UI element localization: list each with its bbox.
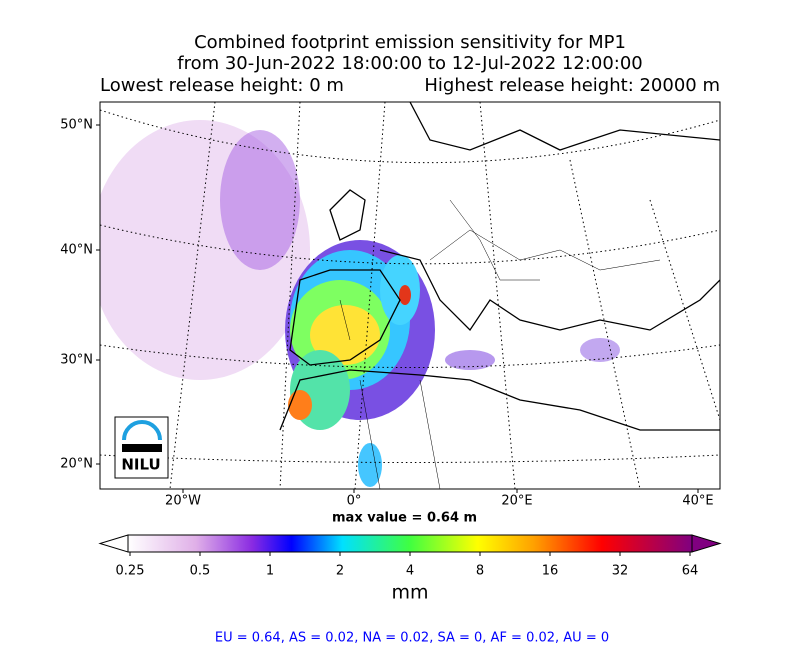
release-lowest: Lowest release height: 0 m <box>100 75 344 96</box>
lon-label: 20°E <box>501 494 532 509</box>
release-highest: Highest release height: 20000 m <box>424 75 720 96</box>
sensitivity-field <box>100 120 620 487</box>
title-line: from 30-Jun-2022 18:00:00 to 12-Jul-2022… <box>177 53 643 74</box>
footer: EU = 0.64, AS = 0.02, NA = 0.02, SA = 0,… <box>215 631 609 646</box>
lon-label: 20°W <box>165 494 201 509</box>
colorbar-tick-label: 0.5 <box>190 564 211 579</box>
coastlines <box>279 102 720 431</box>
colorbar-tick-label: 4 <box>406 564 414 579</box>
lat-label: 50°N <box>60 118 93 133</box>
lat-label: 20°N <box>60 457 93 472</box>
map-frame <box>99 101 721 490</box>
logo: NILU <box>114 416 169 479</box>
colorbar-label: mm <box>391 582 428 604</box>
colorbar-tick-label: 16 <box>542 564 559 579</box>
graticule <box>100 102 720 489</box>
logo-text: NILU <box>121 456 160 474</box>
colorbar-tick-label: 8 <box>476 564 484 579</box>
colorbar-tick-label: 32 <box>612 564 629 579</box>
colorbar-under <box>98 534 129 553</box>
colorbar-tick-label: 1 <box>266 564 274 579</box>
lat-label: 30°N <box>60 353 93 368</box>
lon-label: 0° <box>347 494 362 509</box>
map <box>100 102 720 489</box>
lat-label: 40°N <box>60 243 93 258</box>
colorbar-tick-label: 64 <box>682 564 699 579</box>
colorbar-over <box>691 534 722 553</box>
title-line: Combined footprint emission sensitivity … <box>194 32 626 53</box>
borders <box>339 199 661 489</box>
colorbar-tick-label: 2 <box>336 564 344 579</box>
max-value: max value = 0.64 m <box>332 511 477 526</box>
colorbar-tick-label: 0.25 <box>116 564 145 579</box>
lon-label: 40°E <box>682 494 713 509</box>
colorbar <box>128 535 692 552</box>
